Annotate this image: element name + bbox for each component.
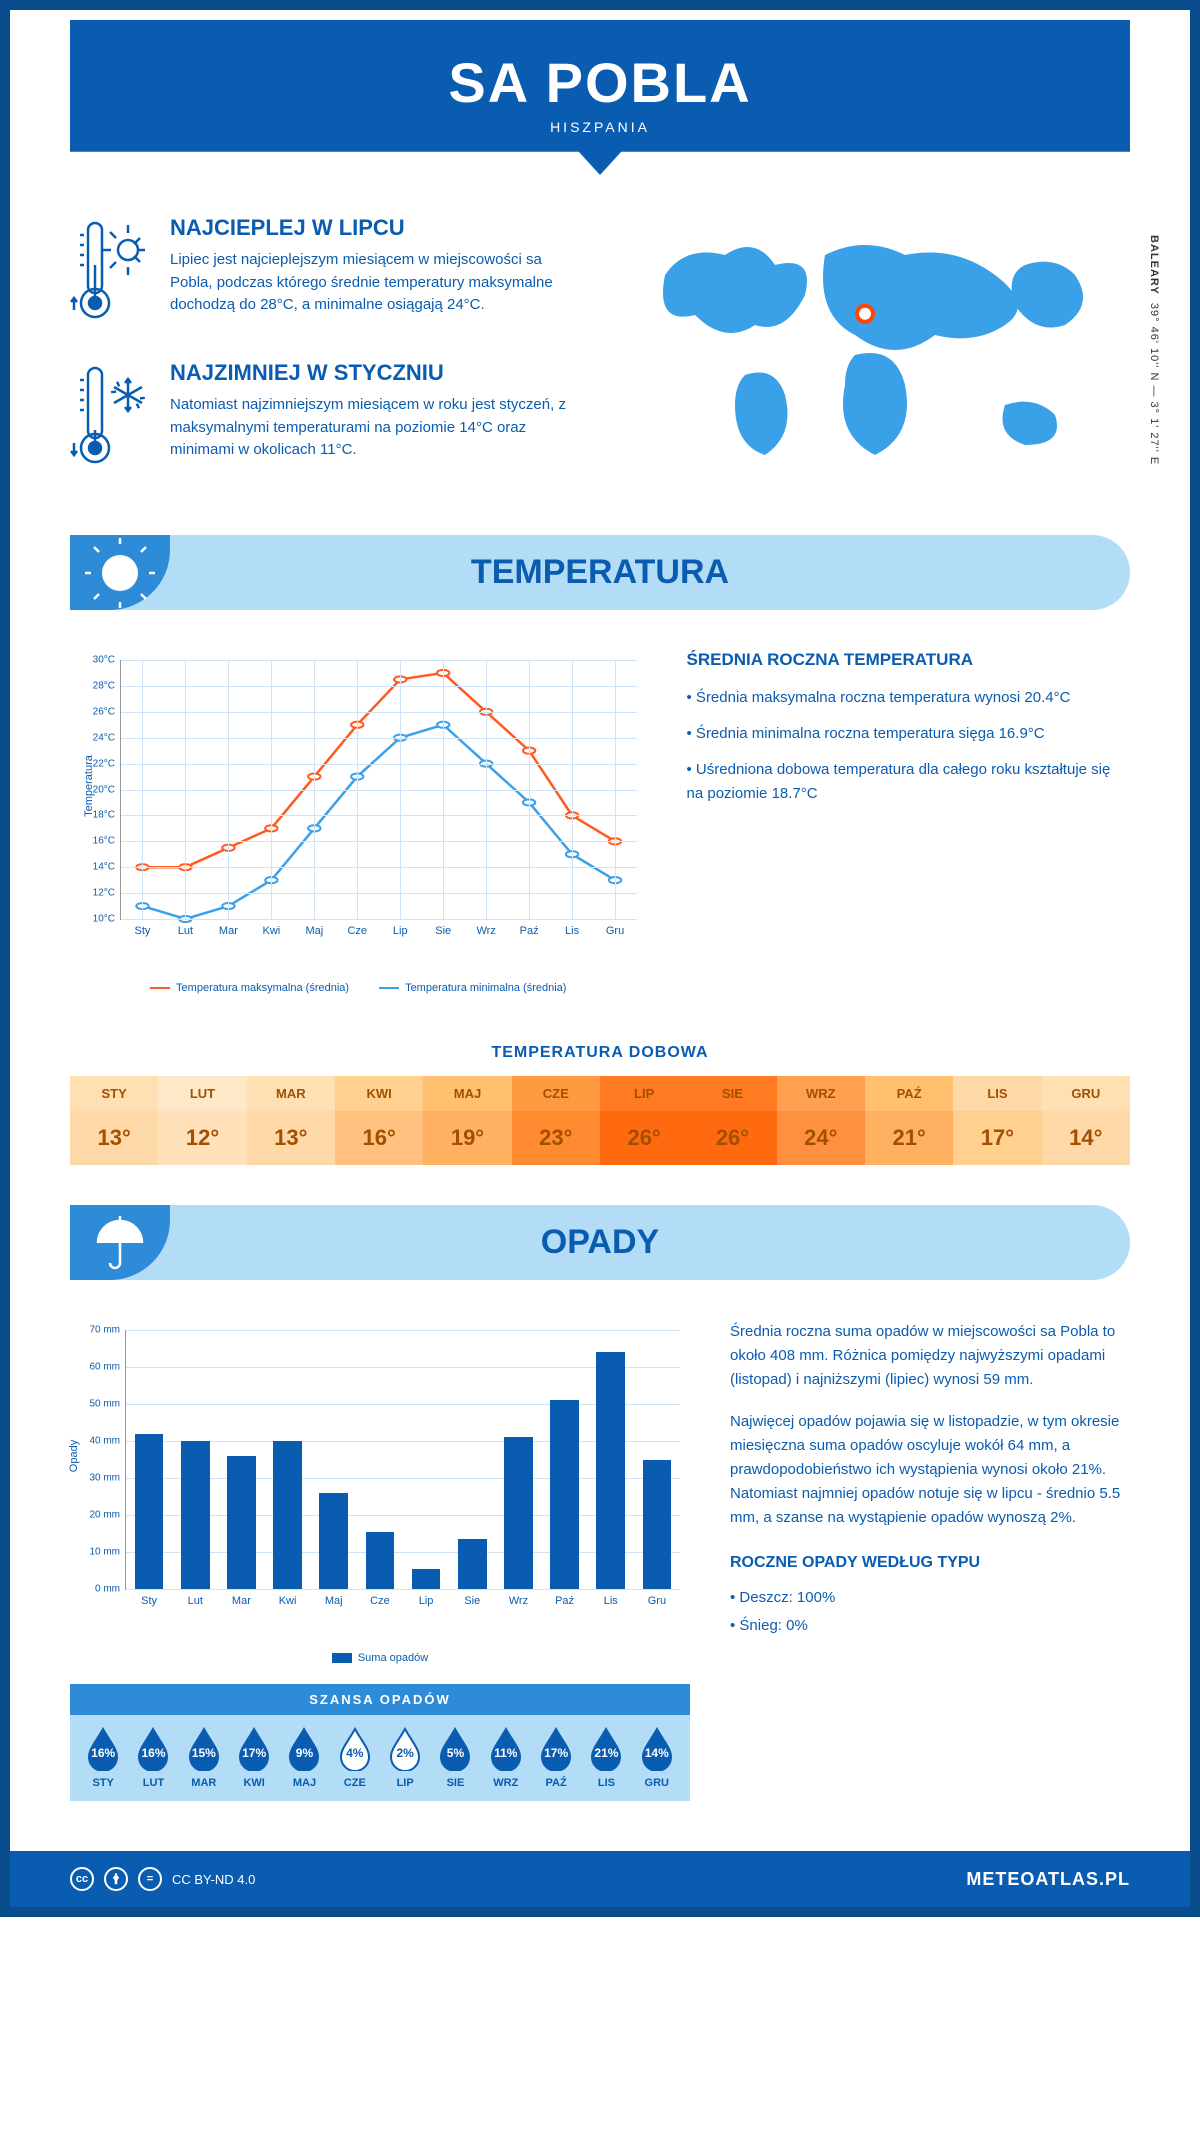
temperature-line-chart: Temperatura 10°C12°C14°C16°C18°C20°C22°C… (70, 650, 647, 970)
coldest-title: NAJZIMNIEJ W STYCZNIU (170, 360, 580, 386)
bar (135, 1434, 164, 1589)
coldest-text: Natomiast najzimniejszym miesiącem w rok… (170, 394, 580, 462)
chart-legend: Temperatura maksymalna (średnia)Temperat… (70, 982, 647, 994)
precipitation-bar-chart: Opady 0 mm10 mm20 mm30 mm40 mm50 mm60 mm… (70, 1320, 690, 1640)
bar (504, 1437, 533, 1589)
bar (550, 1400, 579, 1589)
bar (273, 1441, 302, 1589)
rain-chance-cell: 21%LIS (581, 1727, 631, 1789)
rain-chance-cell: 17%KWI (229, 1727, 279, 1789)
rain-chance-cell: 4%CZE (330, 1727, 380, 1789)
rain-chance-cell: 14%GRU (632, 1727, 682, 1789)
temperature-section-header: TEMPERATURA (70, 535, 1130, 610)
site-name: METEOATLAS.PL (966, 1869, 1130, 1890)
intro-section: NAJCIEPLEJ W LIPCU Lipiec jest najcieple… (10, 175, 1190, 535)
rain-chance-cell: 16%LUT (128, 1727, 178, 1789)
rain-chance-cell: 17%PAŹ (531, 1727, 581, 1789)
temperature-summary: ŚREDNIA ROCZNA TEMPERATURA • Średnia mak… (687, 650, 1130, 994)
hottest-title: NAJCIEPLEJ W LIPCU (170, 215, 580, 241)
coldest-fact: NAJZIMNIEJ W STYCZNIU Natomiast najzimni… (70, 360, 580, 475)
by-icon: 🛉 (104, 1867, 128, 1891)
daily-temp-strip: STY13°LUT12°MAR13°KWI16°MAJ19°CZE23°LIP2… (70, 1076, 1130, 1165)
daily-temp-cell: STY13° (70, 1076, 158, 1165)
daily-temp-cell: GRU14° (1042, 1076, 1130, 1165)
nd-icon: = (138, 1867, 162, 1891)
chart-legend: Suma opadów (70, 1652, 690, 1664)
bar (227, 1456, 256, 1589)
daily-temp-cell: WRZ24° (777, 1076, 865, 1165)
bar (319, 1493, 348, 1589)
rain-chance-cell: 2%LIP (380, 1727, 430, 1789)
rain-chance-panel: SZANSA OPADÓW 16%STY16%LUT15%MAR17%KWI9%… (70, 1684, 690, 1801)
daily-temp-cell: PAŹ21° (865, 1076, 953, 1165)
daily-temp-cell: KWI16° (335, 1076, 423, 1165)
hottest-text: Lipiec jest najcieplejszym miesiącem w m… (170, 249, 580, 317)
world-map (620, 215, 1130, 475)
bar (643, 1460, 672, 1590)
bar (366, 1532, 395, 1589)
thermometer-cold-icon (70, 360, 150, 470)
rain-chance-cell: 16%STY (78, 1727, 128, 1789)
wind-icon (1120, 40, 1200, 110)
rain-chance-cell: 9%MAJ (279, 1727, 329, 1789)
rain-chance-cell: 11%WRZ (481, 1727, 531, 1789)
daily-temp-cell: LIP26° (600, 1076, 688, 1165)
daily-temp-cell: MAJ19° (423, 1076, 511, 1165)
page-footer: cc 🛉 = CC BY-ND 4.0 METEOATLAS.PL (10, 1851, 1190, 1907)
daily-temp-title: TEMPERATURA DOBOWA (10, 1044, 1190, 1062)
sun-icon (85, 538, 155, 608)
precipitation-summary: Średnia roczna suma opadów w miejscowośc… (730, 1320, 1130, 1801)
daily-temp-cell: SIE26° (688, 1076, 776, 1165)
umbrella-icon (90, 1213, 150, 1273)
rain-chance-cell: 15%MAR (179, 1727, 229, 1789)
wind-icon (0, 40, 80, 110)
bar (458, 1539, 487, 1589)
bar (181, 1441, 210, 1589)
daily-temp-cell: LUT12° (158, 1076, 246, 1165)
daily-temp-cell: MAR13° (247, 1076, 335, 1165)
rain-chance-cell: 5%SIE (430, 1727, 480, 1789)
bar (596, 1352, 625, 1589)
cc-icon: cc (70, 1867, 94, 1891)
daily-temp-cell: CZE23° (512, 1076, 600, 1165)
page-header: SA POBLA HISZPANIA (70, 20, 1130, 175)
location-title: SA POBLA (70, 50, 1130, 115)
license-text: CC BY-ND 4.0 (172, 1872, 255, 1887)
rain-section-header: OPADY (70, 1205, 1130, 1280)
coordinates: BALEARY 39° 46' 10'' N — 3° 1' 27'' E (1148, 235, 1160, 465)
daily-temp-cell: LIS17° (953, 1076, 1041, 1165)
country-subtitle: HISZPANIA (70, 119, 1130, 135)
hottest-fact: NAJCIEPLEJ W LIPCU Lipiec jest najcieple… (70, 215, 580, 330)
thermometer-hot-icon (70, 215, 150, 325)
bar (412, 1569, 441, 1589)
